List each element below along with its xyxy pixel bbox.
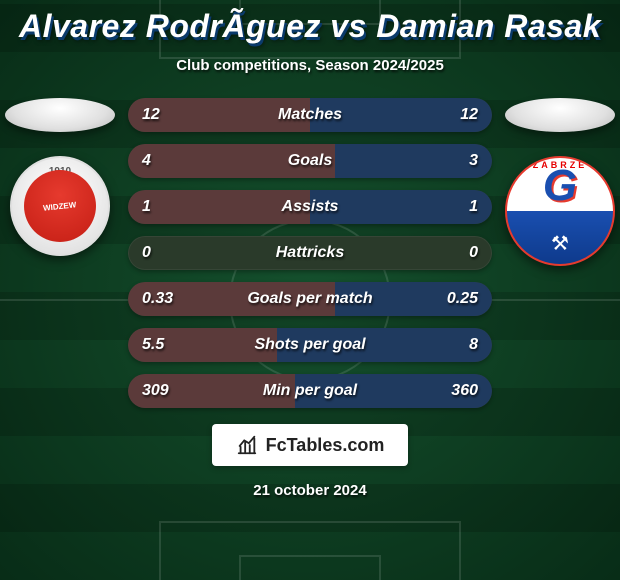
player-photo-right (505, 98, 615, 132)
stat-value-left: 12 (128, 106, 188, 124)
badge-right-bottom: ⚒ (507, 231, 613, 256)
brand-text: FcTables.com (266, 435, 385, 456)
stat-label: Goals per match (188, 290, 432, 308)
stat-value-left: 5.5 (128, 336, 188, 354)
stat-value-right: 3 (432, 152, 492, 170)
left-side: 1910 WIDZEW (0, 98, 120, 256)
stat-value-left: 0.33 (128, 290, 188, 308)
page-title: Alvarez RodrÃ­guez vs Damian Rasak (0, 0, 620, 45)
stat-label: Goals (188, 152, 432, 170)
stat-value-right: 12 (432, 106, 492, 124)
date-text: 21 october 2024 (253, 482, 366, 499)
footer: FcTables.com 21 october 2024 (0, 424, 620, 499)
stat-value-left: 4 (128, 152, 188, 170)
stat-label: Shots per goal (188, 336, 432, 354)
badge-left-inner: WIDZEW (24, 170, 96, 242)
stat-label: Hattricks (188, 244, 432, 262)
stat-row: 0.33Goals per match0.25 (128, 282, 492, 316)
badge-right-top: G (507, 158, 613, 213)
badge-left-text: WIDZEW (43, 200, 77, 212)
stat-label: Min per goal (188, 382, 432, 400)
badge-right-letter: G (543, 161, 577, 211)
stat-label: Matches (188, 106, 432, 124)
hammers-icon: ⚒ (551, 231, 569, 256)
stat-value-left: 309 (128, 382, 188, 400)
stat-label: Assists (188, 198, 432, 216)
club-badge-right: ZABRZE G ⚒ (505, 156, 615, 266)
stat-value-right: 8 (432, 336, 492, 354)
stat-row: 309Min per goal360 (128, 374, 492, 408)
right-side: ZABRZE G ⚒ (500, 98, 620, 266)
club-badge-left: 1910 WIDZEW (10, 156, 110, 256)
stat-row: 12Matches12 (128, 98, 492, 132)
stat-value-right: 360 (432, 382, 492, 400)
stat-value-right: 1 (432, 198, 492, 216)
subtitle: Club competitions, Season 2024/2025 (0, 57, 620, 74)
brand-chart-icon (236, 434, 258, 456)
stat-value-left: 0 (128, 244, 188, 262)
content-area: 1910 WIDZEW 12Matches12 4Goals3 1Assists1 0… (0, 98, 620, 408)
brand-box[interactable]: FcTables.com (212, 424, 409, 466)
stat-value-right: 0.25 (432, 290, 492, 308)
stat-value-right: 0 (432, 244, 492, 262)
stat-row: 1Assists1 (128, 190, 492, 224)
stats-panel: 12Matches12 4Goals3 1Assists1 0Hattricks0 0.… (120, 98, 500, 408)
player-photo-left (5, 98, 115, 132)
stat-row: 0Hattricks0 (128, 236, 492, 270)
stat-row: 4Goals3 (128, 144, 492, 178)
stat-value-left: 1 (128, 198, 188, 216)
stat-row: 5.5Shots per goal8 (128, 328, 492, 362)
